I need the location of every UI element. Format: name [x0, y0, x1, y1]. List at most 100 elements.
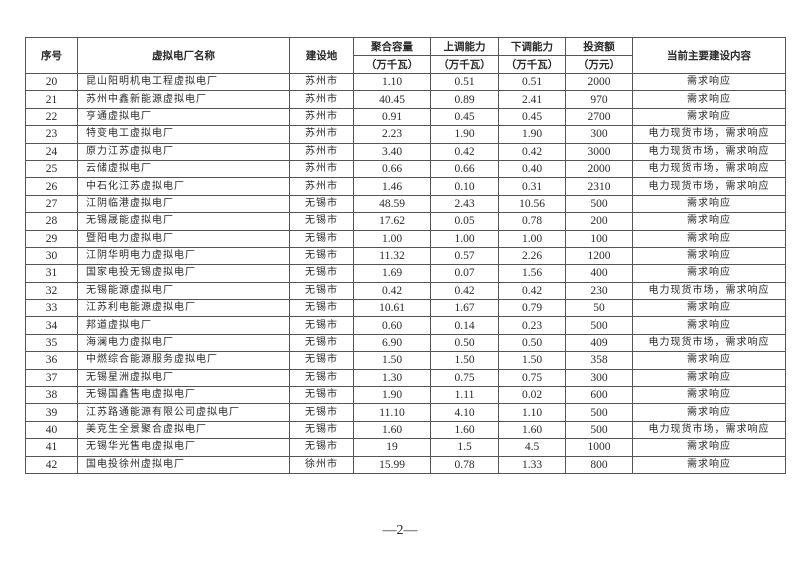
cell-content: 需求响应 — [632, 90, 786, 109]
cell-down: 0.42 — [498, 142, 566, 161]
cell-invest: 600 — [565, 386, 633, 405]
table-row: 21 苏州中鑫新能源虚拟电厂 苏州市 40.45 0.89 2.41 970 需求响应 — [25, 90, 786, 109]
cell-up: 0.14 — [430, 316, 499, 335]
cell-capacity: 15.99 — [353, 455, 431, 474]
cell-name: 江阴临港虚拟电厂 — [77, 194, 290, 214]
table-row: 30 江阴华明电力虚拟电厂 无锡市 11.32 0.57 2.26 1200 需求响应 — [25, 246, 786, 266]
table-row: 20 昆山阳明机电工程虚拟电厂 苏州市 1.10 0.51 0.51 2000 需求响应 — [25, 72, 786, 92]
cell-name: 江苏路通能源有限公司虚拟电厂 — [77, 403, 290, 422]
cell-down: 0.51 — [498, 72, 566, 92]
cell-location: 无锡市 — [289, 246, 354, 266]
cell-name: 特变电工虚拟电厂 — [77, 125, 290, 144]
cell-up: 0.51 — [430, 72, 499, 92]
cell-invest: 500 — [565, 316, 633, 335]
cell-up: 0.45 — [430, 107, 499, 127]
cell-location: 无锡市 — [289, 351, 354, 370]
cell-invest: 400 — [565, 264, 633, 283]
header-up-unit: （万千瓦） — [430, 55, 499, 74]
header-capacity: 聚合容量 — [353, 37, 431, 56]
cell-down: 1.60 — [498, 420, 566, 440]
cell-index: 36 — [25, 351, 78, 370]
table-row: 23 特变电工虚拟电厂 苏州市 2.23 1.90 1.90 300 电力现货市场，需求响应 — [25, 125, 786, 144]
cell-down: 0.42 — [498, 281, 566, 301]
cell-location: 无锡市 — [289, 229, 354, 248]
cell-up: 0.05 — [430, 212, 499, 231]
header-invest-unit: （万元） — [565, 55, 633, 74]
cell-capacity: 0.60 — [353, 316, 431, 335]
cell-location: 苏州市 — [289, 159, 354, 179]
header-name: 虚拟电厂名称 — [77, 37, 290, 74]
cell-index: 22 — [25, 107, 78, 127]
table-row: 25 云储虚拟电厂 苏州市 0.66 0.66 0.40 2000 电力现货市场，需求响应 — [25, 159, 786, 179]
table-row: 36 中燃综合能源服务虚拟电厂 无锡市 1.50 1.50 1.50 358 需求响应 — [25, 351, 786, 370]
table-row: 35 海澜电力虚拟电厂 无锡市 6.90 0.50 0.50 409 电力现货市场，需求响应 — [25, 333, 786, 353]
table-row: 33 江苏利电能源虚拟电厂 无锡市 10.61 1.67 0.79 50 需求响应 — [25, 299, 786, 318]
cell-content: 需求响应 — [632, 368, 786, 388]
cell-up: 0.57 — [430, 246, 499, 266]
cell-down: 0.75 — [498, 368, 566, 388]
table-row: 37 无锡星洲虚拟电厂 无锡市 1.30 0.75 0.75 300 需求响应 — [25, 368, 786, 388]
cell-location: 无锡市 — [289, 333, 354, 353]
cell-location: 无锡市 — [289, 299, 354, 318]
cell-invest: 1000 — [565, 438, 633, 457]
cell-location: 苏州市 — [289, 107, 354, 127]
cell-name: 海澜电力虚拟电厂 — [77, 333, 290, 353]
cell-index: 29 — [25, 229, 78, 248]
cell-up: 1.11 — [430, 386, 499, 405]
cell-name: 云储虚拟电厂 — [77, 159, 290, 179]
cell-name: 苏州中鑫新能源虚拟电厂 — [77, 90, 290, 109]
table-row: 39 江苏路通能源有限公司虚拟电厂 无锡市 11.10 4.10 1.10 500 需求响应 — [25, 403, 786, 422]
table-row: 34 邦道虚拟电厂 无锡市 0.60 0.14 0.23 500 需求响应 — [25, 316, 786, 335]
cell-invest: 358 — [565, 351, 633, 370]
cell-down: 2.41 — [498, 90, 566, 109]
cell-capacity: 10.61 — [353, 299, 431, 318]
cell-down: 4.5 — [498, 438, 566, 457]
cell-content: 电力现货市场，需求响应 — [632, 420, 786, 440]
cell-capacity: 2.23 — [353, 125, 431, 144]
cell-down: 1.90 — [498, 125, 566, 144]
cell-capacity: 1.10 — [353, 72, 431, 92]
cell-up: 1.50 — [430, 351, 499, 370]
cell-capacity: 48.59 — [353, 194, 431, 214]
cell-up: 1.60 — [430, 420, 499, 440]
table-row: 41 无锡华光售电虚拟电厂 无锡市 19 1.5 4.5 1000 需求响应 — [25, 438, 786, 457]
cell-capacity: 3.40 — [353, 142, 431, 161]
cell-name: 亨通虚拟电厂 — [77, 107, 290, 127]
header-index: 序号 — [25, 37, 78, 74]
cell-invest: 2310 — [565, 177, 633, 196]
cell-name: 无锡星洲虚拟电厂 — [77, 368, 290, 388]
cell-content: 电力现货市场，需求响应 — [632, 333, 786, 353]
page-number: —2— — [382, 523, 418, 538]
cell-name: 中石化江苏虚拟电厂 — [77, 177, 290, 196]
cell-up: 0.42 — [430, 281, 499, 301]
table-row: 28 无锡晟能虚拟电厂 无锡市 17.62 0.05 0.78 200 需求响应 — [25, 212, 786, 231]
cell-invest: 300 — [565, 125, 633, 144]
cell-invest: 300 — [565, 368, 633, 388]
cell-up: 0.42 — [430, 142, 499, 161]
table-row: 42 国电投徐州虚拟电厂 徐州市 15.99 0.78 1.33 800 需求响应 — [25, 455, 786, 474]
cell-up: 1.00 — [430, 229, 499, 248]
cell-index: 37 — [25, 368, 78, 388]
cell-capacity: 1.90 — [353, 386, 431, 405]
cell-name: 邦道虚拟电厂 — [77, 316, 290, 335]
cell-invest: 500 — [565, 420, 633, 440]
cell-invest: 200 — [565, 212, 633, 231]
cell-name: 无锡能源虚拟电厂 — [77, 281, 290, 301]
cell-index: 20 — [25, 72, 78, 92]
cell-name: 原力江苏虚拟电厂 — [77, 142, 290, 161]
cell-invest: 100 — [565, 229, 633, 248]
cell-content: 需求响应 — [632, 229, 786, 248]
cell-invest: 2700 — [565, 107, 633, 127]
table-row: 40 美克生全景聚合虚拟电厂 无锡市 1.60 1.60 1.60 500 电力现货市场，需求… — [25, 420, 786, 440]
cell-up: 0.66 — [430, 159, 499, 179]
cell-name: 美克生全景聚合虚拟电厂 — [77, 420, 290, 440]
cell-invest: 500 — [565, 194, 633, 214]
cell-capacity: 6.90 — [353, 333, 431, 353]
cell-invest: 800 — [565, 455, 633, 474]
cell-down: 1.10 — [498, 403, 566, 422]
cell-name: 无锡晟能虚拟电厂 — [77, 212, 290, 231]
cell-index: 31 — [25, 264, 78, 283]
cell-capacity: 0.42 — [353, 281, 431, 301]
cell-capacity: 1.50 — [353, 351, 431, 370]
header-row: 序号 虚拟电厂名称 建设地 聚合容量 上调能力 下调能力 投资额 当前主要建设内… — [25, 37, 786, 74]
